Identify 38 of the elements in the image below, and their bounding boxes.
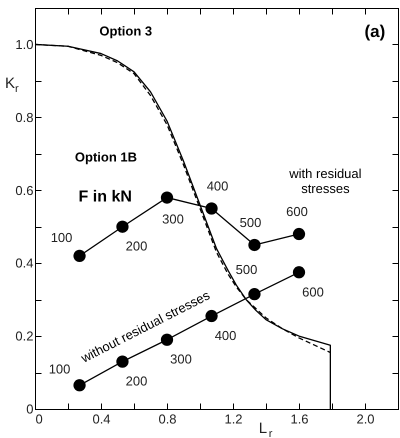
annotation: 200 [126,238,148,254]
point [73,250,86,262]
point [292,266,306,278]
annotation: 600 [286,204,308,220]
y-tick-label: 0.8 [15,110,34,125]
annotation: 300 [170,352,192,367]
y-tick-label: 0.6 [15,182,34,198]
annotation: 100 [50,230,72,245]
point [292,228,306,240]
y-tick-label: 0 [26,402,34,416]
annotation: F in kN [78,188,132,206]
point [205,202,218,215]
x-tick-label: 1.6 [290,412,309,426]
point [116,220,129,233]
x-tick-label: 0 [36,412,43,426]
annotation: 500 [240,214,262,230]
annotation: 200 [126,374,148,389]
annotation: 400 [206,178,228,194]
x-tick-label: 1.2 [224,412,243,426]
annotation: 500 [236,262,258,278]
point [73,379,86,392]
point [160,191,174,204]
point [248,288,261,300]
x-tick-label: 0.8 [158,412,177,426]
annotation: 400 [214,328,236,344]
x-tick-label: 0.4 [92,412,111,426]
annotation: 300 [162,212,184,227]
y-tick-label: 1.0 [15,36,34,52]
x-tick-label: 2.0 [356,412,375,426]
annotation: (a) [364,22,386,42]
point [248,238,261,252]
text: with residual stresses [288,166,362,196]
text: Option 1B [74,149,138,164]
y-tick-label: 0.2 [15,328,34,344]
annotation: 100 [48,361,70,376]
y-tick-label: 0.4 [15,256,34,271]
legend-label: Option 3 [99,24,152,39]
annotation: 600 [302,284,324,300]
